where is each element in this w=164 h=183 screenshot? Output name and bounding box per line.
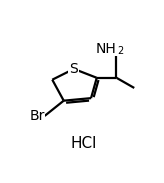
Text: HCl: HCl bbox=[71, 136, 97, 151]
Text: NH: NH bbox=[96, 42, 116, 56]
Text: Br: Br bbox=[29, 109, 45, 123]
Text: S: S bbox=[70, 62, 78, 76]
Text: 2: 2 bbox=[117, 46, 123, 56]
